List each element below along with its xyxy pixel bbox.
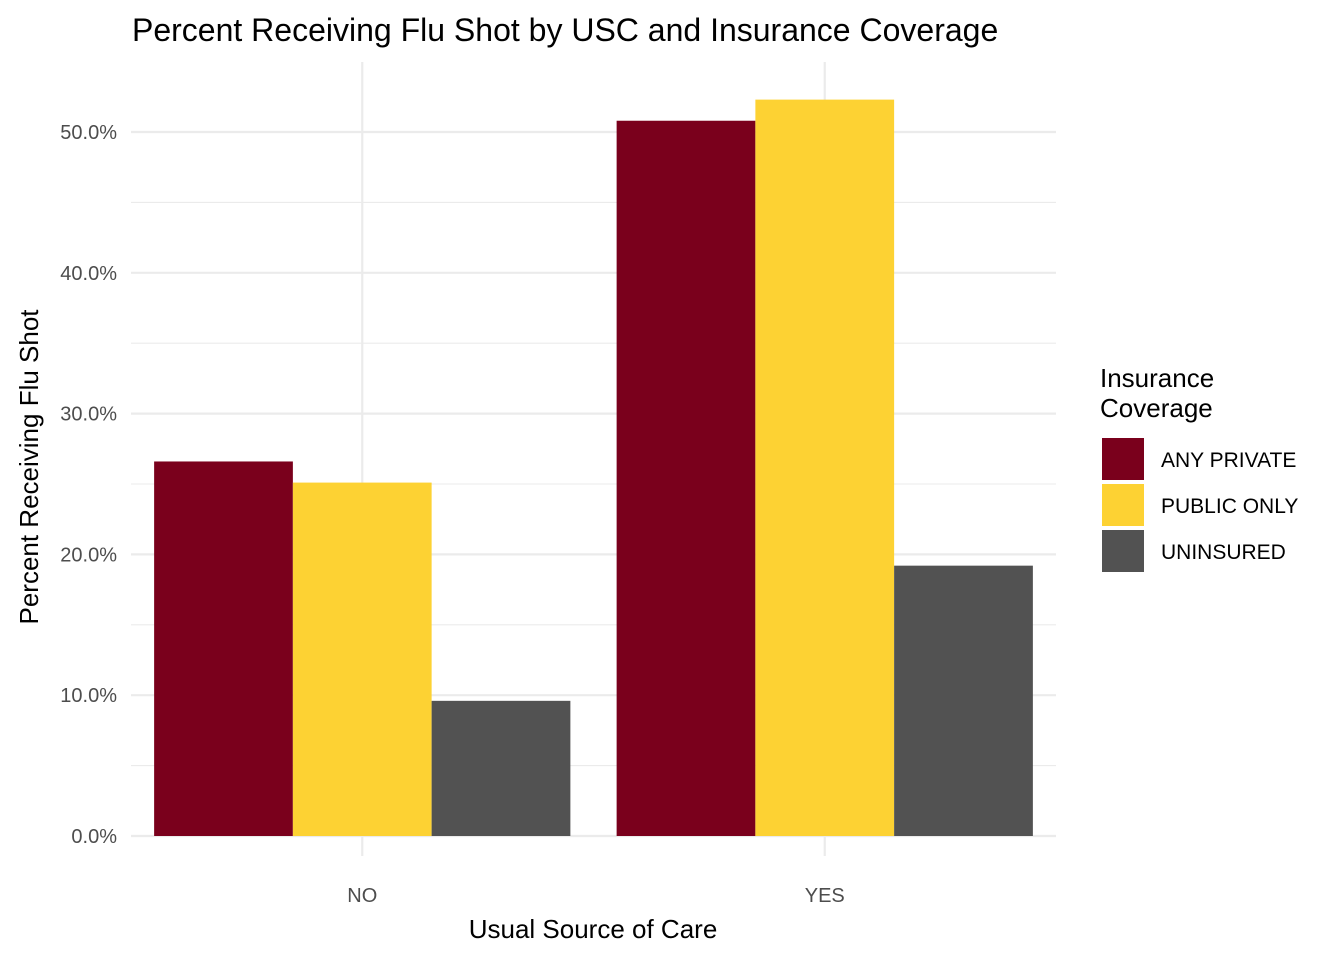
bars <box>154 99 1033 837</box>
legend-items: ANY PRIVATE PUBLIC ONLY UNINSURED <box>1102 438 1298 572</box>
y-axis-title: Percent Receiving Flu Shot <box>14 309 44 625</box>
y-tick-label: 10.0% <box>60 685 117 707</box>
x-tick-label: NO <box>347 885 377 907</box>
y-tick-label: 0.0% <box>71 826 117 848</box>
bar-no-uninsured <box>431 700 571 836</box>
bar-no-public-only <box>292 482 432 836</box>
bar-yes-uninsured <box>894 565 1033 836</box>
legend-label: ANY PRIVATE <box>1161 449 1296 472</box>
legend-title-line2: Coverage <box>1100 393 1213 423</box>
legend-label: UNINSURED <box>1161 541 1286 564</box>
y-tick-label: 40.0% <box>60 263 117 285</box>
bar-yes-any-private <box>616 120 756 836</box>
bar-yes-public-only <box>755 99 895 837</box>
legend-key-uninsured <box>1102 530 1144 572</box>
legend-label: PUBLIC ONLY <box>1161 495 1298 518</box>
y-axis-ticks: 0.0% 10.0% 20.0% 30.0% 40.0% 50.0% <box>60 122 117 848</box>
y-tick-label: 30.0% <box>60 404 117 426</box>
legend-key-public-only <box>1102 484 1144 526</box>
legend-title-line1: Insurance <box>1100 363 1214 393</box>
y-tick-label: 50.0% <box>60 122 117 144</box>
y-tick-label: 20.0% <box>60 544 117 566</box>
x-tick-label: YES <box>805 885 845 907</box>
legend-key-any-private <box>1102 438 1144 480</box>
bar-no-any-private <box>154 461 293 836</box>
x-axis-ticks: NO YES <box>347 885 845 907</box>
legend: Insurance Coverage ANY PRIVATE PUBLIC ONL… <box>1100 363 1298 572</box>
x-axis-title: Usual Source of Care <box>469 914 718 944</box>
chart-title: Percent Receiving Flu Shot by USC and In… <box>132 12 998 48</box>
